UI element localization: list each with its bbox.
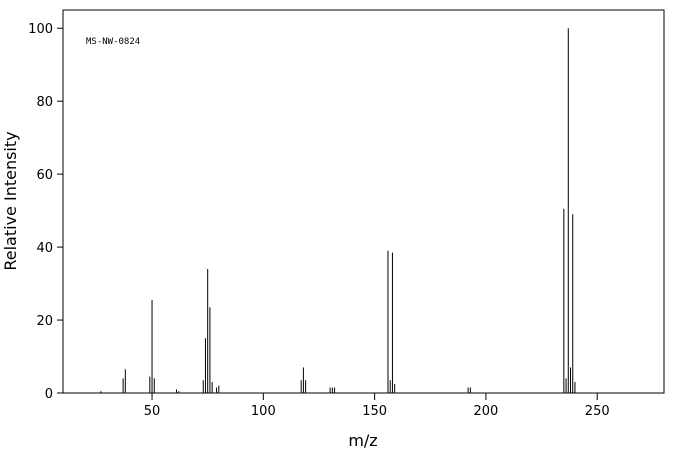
x-tick-label: 250 — [585, 404, 610, 419]
x-tick-label: 200 — [474, 404, 499, 419]
x-tick-label: 150 — [362, 404, 387, 419]
y-axis-label: Relative Intensity — [1, 131, 20, 270]
y-tick-label: 40 — [36, 241, 53, 256]
y-tick-label: 0 — [45, 387, 53, 402]
annotation: MS-NW-0824 — [86, 37, 140, 47]
y-tick-label: 20 — [36, 314, 53, 329]
x-axis-label: m/z — [348, 431, 377, 450]
plot-frame — [62, 9, 665, 394]
y-tick-label: 60 — [36, 168, 53, 183]
x-tick-label: 50 — [144, 404, 161, 419]
y-tick-label: 100 — [28, 22, 53, 37]
x-tick-label: 100 — [251, 404, 276, 419]
y-tick-label: 80 — [36, 95, 53, 110]
